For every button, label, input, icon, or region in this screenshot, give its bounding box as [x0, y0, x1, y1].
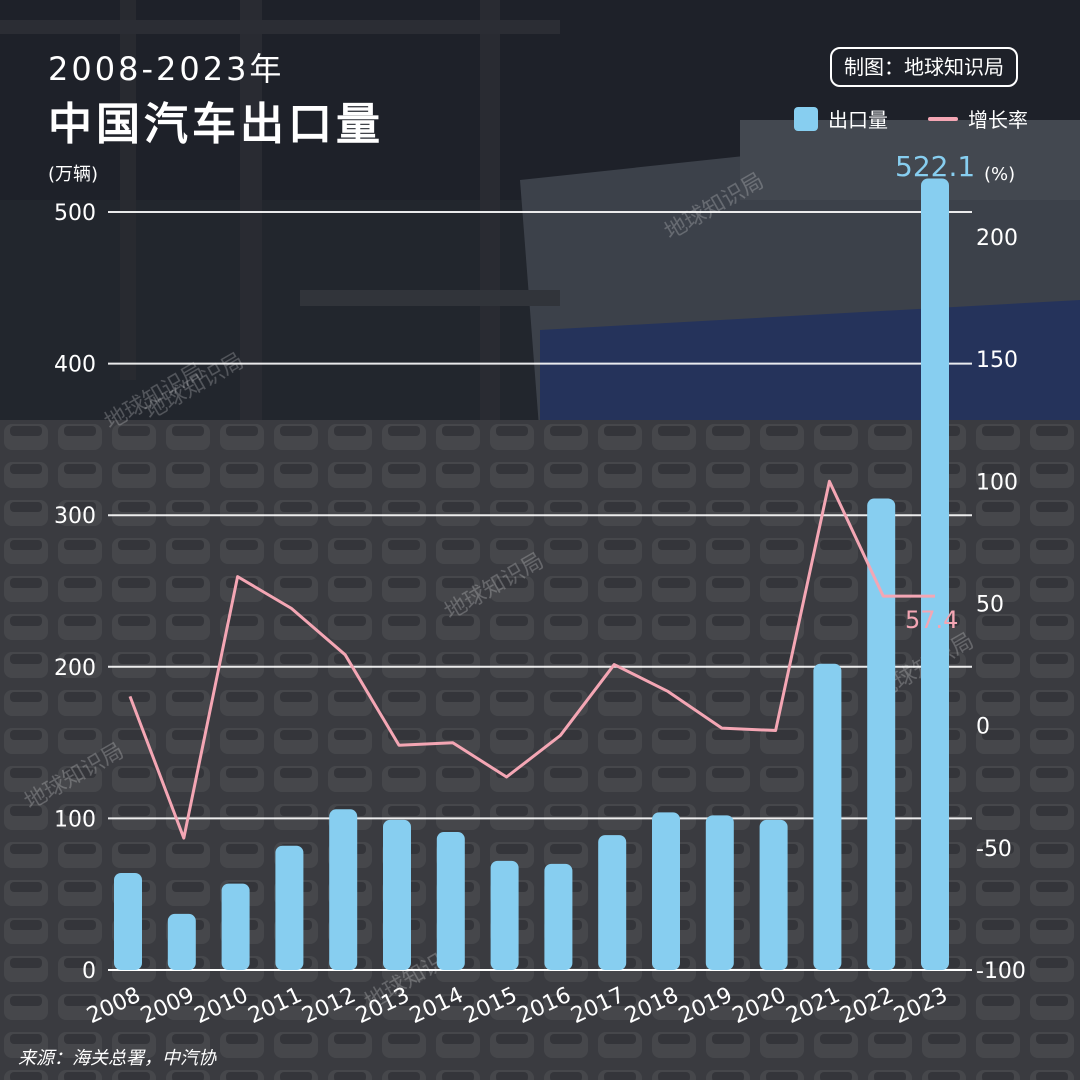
right-tick-label: 0	[976, 715, 990, 740]
x-tick-label: 2020	[729, 983, 790, 1029]
x-tick-label: 2012	[298, 983, 359, 1029]
left-tick-label: 300	[54, 504, 96, 529]
bar	[490, 860, 519, 970]
right-tick-label: 50	[976, 593, 1004, 618]
growth-rate-line	[128, 479, 935, 840]
x-tick-label: 2019	[675, 983, 736, 1029]
left-tick-label: 400	[54, 353, 96, 378]
last-bar-data-label: 522.1	[895, 150, 975, 183]
left-axis-unit: (万辆)	[48, 164, 98, 185]
x-tick-label: 2015	[460, 983, 521, 1029]
x-tick-label: 2023	[890, 983, 951, 1029]
bar	[759, 819, 788, 970]
watermark-text: 地球知识局	[661, 169, 769, 246]
right-axis-unit: (%)	[984, 164, 1015, 185]
watermark-text: 地球知识局	[441, 549, 549, 626]
chart-title: 中国汽车出口量	[48, 99, 384, 150]
x-tick-label: 2010	[191, 983, 252, 1029]
bar	[275, 845, 304, 970]
right-tick-label: 150	[976, 348, 1018, 373]
bar	[813, 663, 842, 970]
last-line-data-label: 57.4	[905, 606, 958, 634]
credit-badge: 制图：地球知识局	[830, 47, 1018, 87]
x-tick-label: 2018	[621, 983, 682, 1029]
x-tick-label: 2016	[514, 983, 575, 1029]
bar	[921, 178, 949, 970]
bar	[383, 819, 411, 970]
x-tick-label: 2009	[137, 983, 198, 1029]
bar	[329, 809, 358, 970]
bar	[436, 832, 465, 970]
right-tick-label: -50	[976, 837, 1012, 862]
bar	[867, 498, 896, 970]
bar	[598, 835, 627, 970]
legend-item-growth: 增长率	[928, 104, 1028, 133]
bar	[544, 863, 573, 970]
left-tick-label: 100	[54, 807, 96, 832]
left-tick-label: 500	[54, 201, 96, 226]
legend-bar-swatch-icon	[794, 106, 818, 131]
watermark-text: 地球知识局	[21, 739, 129, 816]
x-tick-label: 2017	[567, 983, 628, 1029]
x-tick-label: 2022	[836, 983, 897, 1029]
chart-title-years: 2008-2023年	[48, 50, 285, 88]
bar	[652, 812, 680, 970]
bar	[114, 872, 142, 970]
left-tick-label: 200	[54, 656, 96, 681]
x-tick-label: 2021	[783, 983, 844, 1029]
source-note: 来源：海关总署，中汽协	[18, 1048, 216, 1069]
right-tick-label: -100	[976, 959, 1026, 984]
x-tick-label: 2011	[245, 983, 306, 1029]
bar	[705, 815, 734, 970]
legend-item-exports: 出口量	[794, 104, 888, 133]
legend-label-growth: 增长率	[968, 108, 1028, 132]
legend-line-swatch-icon	[928, 116, 958, 121]
x-tick-label: 2008	[83, 983, 144, 1029]
right-tick-label: 200	[976, 226, 1018, 251]
bar	[167, 913, 196, 970]
legend-label-exports: 出口量	[828, 108, 888, 132]
right-tick-label: 100	[976, 470, 1018, 495]
bar	[221, 883, 250, 970]
left-tick-label: 0	[82, 959, 96, 984]
